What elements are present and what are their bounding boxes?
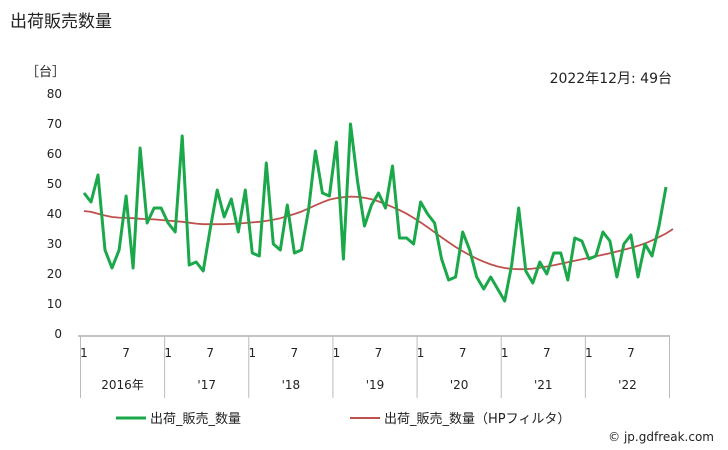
- x-tick-label: 7: [291, 346, 299, 360]
- x-tick-label: 7: [375, 346, 383, 360]
- y-tick-label: 20: [47, 267, 62, 281]
- series-line-actual: [82, 122, 668, 303]
- y-tick-label: 10: [47, 297, 62, 311]
- legend: 出荷_販売_数量 出荷_販売_数量（HPフィルタ）: [116, 411, 570, 427]
- x-tick-label: 1: [248, 346, 256, 360]
- x-tick-label: 1: [417, 346, 425, 360]
- y-tick-label: 80: [47, 87, 62, 101]
- x-tick-label: 1: [333, 346, 341, 360]
- x-year-label: '18: [282, 378, 301, 392]
- x-year-label: '21: [534, 378, 553, 392]
- watermark: © jp.gdfreak.com: [608, 430, 714, 444]
- x-tick-label: 7: [543, 346, 551, 360]
- y-tick-label: 40: [47, 207, 62, 221]
- x-tick-label: 1: [501, 346, 509, 360]
- y-tick-label: 50: [47, 177, 62, 191]
- latest-value-annotation: 2022年12月: 49台: [550, 71, 672, 87]
- x-axis: 1 7 1 7 1 7 1 7 1 7 1 7 1 7 2016年 '17 '18 '19 '20 '21 '22: [78, 335, 671, 398]
- x-tick-label: 7: [206, 346, 214, 360]
- y-tick-label: 0: [54, 327, 62, 341]
- unit-label: ［台］: [26, 65, 65, 80]
- series-layer: [82, 122, 674, 303]
- y-axis: 0 10 20 30 40 50 60 70 80: [47, 87, 62, 341]
- legend-label-actual: 出荷_販売_数量: [150, 411, 241, 427]
- x-tick-label: 1: [585, 346, 593, 360]
- x-year-label: '20: [450, 378, 469, 392]
- y-tick-label: 60: [47, 147, 62, 161]
- series-line-hp-filter: [83, 195, 674, 271]
- x-year-label: '22: [618, 378, 637, 392]
- x-tick-label: 7: [122, 346, 130, 360]
- y-tick-label: 70: [47, 117, 62, 131]
- x-year-label: '17: [197, 378, 216, 392]
- x-tick-label: 1: [164, 346, 172, 360]
- x-year-label: '19: [366, 378, 385, 392]
- x-tick-label: 7: [459, 346, 467, 360]
- y-tick-label: 30: [47, 237, 62, 251]
- x-tick-label: 1: [80, 346, 88, 360]
- chart-title: 出荷販売数量: [10, 12, 112, 32]
- x-year-label: 2016年: [101, 378, 144, 392]
- legend-label-hp-filter: 出荷_販売_数量（HPフィルタ）: [384, 411, 570, 427]
- x-tick-label: 7: [627, 346, 635, 360]
